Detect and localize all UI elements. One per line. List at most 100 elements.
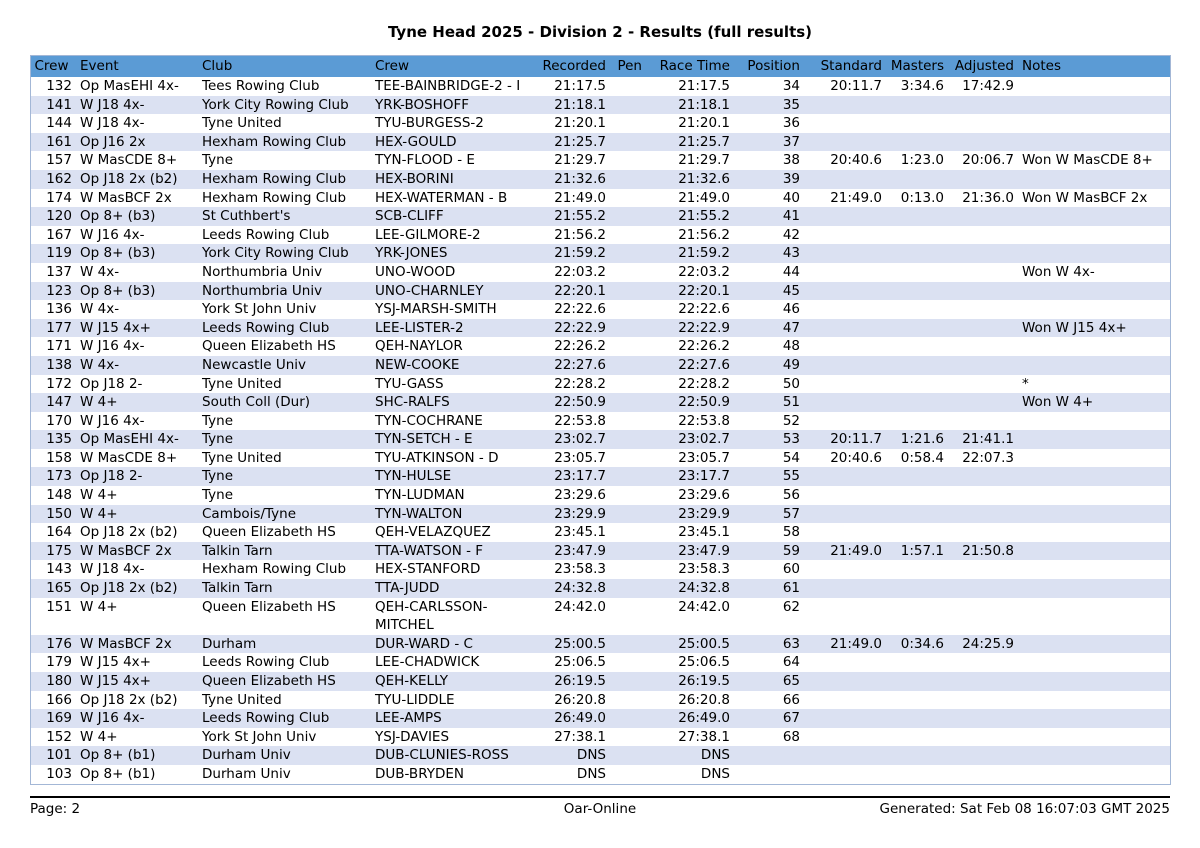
table-row: 147 W 4+ South Coll (Dur) SHC-RALFS 22:50.9 2… bbox=[30, 393, 1170, 412]
cell-adjusted bbox=[948, 133, 1018, 152]
cell-pen bbox=[610, 282, 646, 301]
table-row: 150 W 4+ Cambois/Tyne TYN-WALTON 23:29.9 23:2… bbox=[30, 504, 1170, 524]
cell-masters: 0:34.6 bbox=[900, 635, 944, 652]
table-row: 120 Op 8+ (b3) St Cuthbert's SCB-CLIFF 21:55… bbox=[30, 207, 1170, 226]
cell-pen bbox=[610, 375, 646, 394]
cell-race: 22:53.8 bbox=[678, 412, 730, 429]
cell-num: 136 bbox=[46, 301, 72, 318]
cell-pos: 49 bbox=[782, 356, 800, 373]
cell-event: W MasCDE 8+ bbox=[80, 152, 178, 169]
cell-event: Op 8+ (b3) bbox=[80, 282, 156, 299]
cell-masters: 0:13.0 bbox=[900, 189, 944, 206]
cell-club: York St John Univ bbox=[202, 301, 317, 318]
cell-race: 21:17.5 bbox=[678, 78, 730, 94]
cell-race: 23:58.3 bbox=[678, 561, 730, 578]
cell-notes bbox=[1018, 691, 1170, 710]
cell-pen bbox=[610, 635, 646, 654]
cell-club: Queen Elizabeth HS bbox=[202, 524, 336, 541]
cell-masters bbox=[886, 486, 948, 505]
cell-crew: TTA-JUDD bbox=[375, 580, 440, 597]
cell-adjusted: 20:06.7 bbox=[962, 152, 1014, 169]
cell-adjusted bbox=[948, 691, 1018, 710]
footer-generated-timestamp: Generated: Sat Feb 08 16:07:03 GMT 2025 bbox=[879, 800, 1170, 817]
cell-recorded: 24:42.0 bbox=[554, 598, 606, 615]
cell-adjusted bbox=[948, 765, 1018, 784]
cell-crew: LEE-LISTER-2 bbox=[375, 319, 464, 336]
cell-num: 147 bbox=[46, 394, 72, 411]
cell-pen bbox=[610, 505, 646, 524]
cell-notes bbox=[1018, 635, 1170, 654]
cell-pen bbox=[610, 765, 646, 784]
cell-notes bbox=[1018, 170, 1170, 189]
page-footer: Page: 2 Oar-Online Generated: Sat Feb 08… bbox=[30, 795, 1170, 818]
cell-race: DNS bbox=[700, 747, 730, 764]
table-row: 123 Op 8+ (b3) Northumbria Univ UNO-CHARNLE… bbox=[30, 281, 1170, 301]
cell-notes: Won W J15 4x+ bbox=[1022, 319, 1127, 336]
cell-recorded: 23:45.1 bbox=[554, 524, 606, 541]
cell-masters bbox=[886, 412, 948, 431]
cell-race: 22:22.9 bbox=[678, 319, 730, 336]
cell-masters: 3:34.6 bbox=[900, 78, 944, 94]
cell-event: Op 8+ (b3) bbox=[80, 245, 156, 262]
cell-num: 176 bbox=[46, 635, 72, 652]
cell-standard: 21:49.0 bbox=[830, 542, 882, 559]
cell-masters bbox=[886, 96, 948, 115]
cell-recorded: 21:49.0 bbox=[554, 189, 606, 206]
cell-masters bbox=[886, 207, 948, 226]
cell-race: 21:49.0 bbox=[678, 189, 730, 206]
cell-race: 22:28.2 bbox=[678, 375, 730, 392]
cell-standard bbox=[804, 263, 886, 282]
cell-club: Northumbria Univ bbox=[202, 282, 323, 299]
cell-club: Talkin Tarn bbox=[202, 580, 273, 597]
cell-pos: 37 bbox=[782, 133, 800, 150]
cell-race: 21:32.6 bbox=[678, 170, 730, 187]
cell-race: DNS bbox=[700, 765, 730, 782]
cell-race: 26:49.0 bbox=[678, 710, 730, 727]
cell-pos: 47 bbox=[782, 319, 800, 336]
cell-pen bbox=[610, 709, 646, 728]
cell-adjusted bbox=[948, 653, 1018, 672]
results-report-page: Tyne Head 2025 - Division 2 - Results (f… bbox=[29, 23, 1171, 818]
cell-club: Durham Univ bbox=[202, 747, 291, 764]
cell-crew: TYU-ATKINSON - D bbox=[375, 449, 499, 466]
cell-recorded: 21:56.2 bbox=[554, 226, 606, 243]
cell-adjusted: 21:41.1 bbox=[962, 431, 1014, 448]
cell-masters bbox=[886, 375, 948, 394]
cell-pen bbox=[610, 114, 646, 133]
footer-brand: Oar-Online bbox=[563, 800, 637, 817]
cell-club: Hexham Rowing Club bbox=[202, 133, 347, 150]
cell-event: W J18 4x- bbox=[80, 561, 145, 578]
cell-recorded: 25:00.5 bbox=[554, 635, 606, 652]
cell-num: 177 bbox=[46, 319, 72, 336]
cell-pos: 40 bbox=[782, 189, 800, 206]
cell-crew: TYU-BURGESS-2 bbox=[375, 115, 484, 132]
cell-masters bbox=[886, 226, 948, 245]
cell-event: Op J16 2x bbox=[80, 133, 146, 150]
cell-masters bbox=[886, 319, 948, 338]
cell-notes bbox=[1018, 449, 1170, 468]
cell-adjusted bbox=[948, 170, 1018, 189]
cell-event: Op J18 2x (b2) bbox=[80, 524, 178, 541]
cell-club: Cambois/Tyne bbox=[202, 505, 297, 522]
cell-standard: 21:49.0 bbox=[830, 189, 882, 206]
cell-club: South Coll (Dur) bbox=[202, 394, 311, 411]
cell-race: 22:03.2 bbox=[678, 263, 730, 280]
cell-club: Tyne United bbox=[202, 449, 282, 466]
cell-crew: UNO-CHARNLEY bbox=[375, 282, 484, 299]
cell-standard bbox=[804, 709, 886, 728]
cell-crew: DUB-BRYDEN bbox=[375, 765, 464, 782]
cell-recorded: DNS bbox=[576, 765, 606, 782]
cell-crew: YSJ-DAVIES bbox=[375, 728, 450, 745]
cell-notes bbox=[1018, 523, 1170, 542]
cell-race: 27:38.1 bbox=[678, 728, 730, 745]
cell-standard bbox=[804, 393, 886, 412]
cell-adjusted: 21:36.0 bbox=[962, 189, 1014, 206]
cell-num: 151 bbox=[46, 598, 72, 615]
cell-event: W 4+ bbox=[80, 598, 118, 615]
cell-recorded: 21:55.2 bbox=[554, 208, 606, 225]
cell-pos: 54 bbox=[782, 449, 800, 466]
cell-pos: 44 bbox=[782, 263, 800, 280]
table-row: 161 Op J16 2x Hexham Rowing Club HEX-GOULD 2… bbox=[30, 132, 1170, 152]
table-row: 179 W J15 4x+ Leeds Rowing Club LEE-CHADWIC… bbox=[30, 653, 1170, 672]
cell-event: W J16 4x- bbox=[80, 710, 145, 727]
